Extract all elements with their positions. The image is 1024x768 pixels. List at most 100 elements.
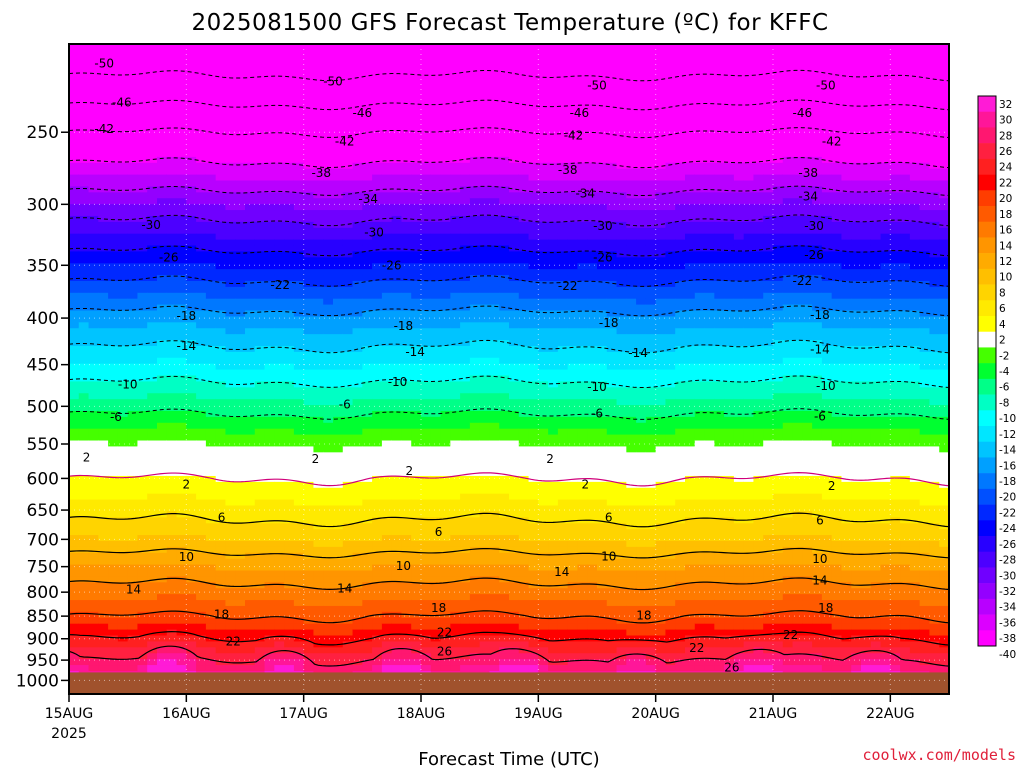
colorbar-label: -20 [999,492,1016,504]
x-tick-label: 17AUG [279,706,328,722]
colorbar-label: 14 [999,240,1013,252]
y-tick-label: 800 [27,583,59,603]
colorbar-swatch [978,598,996,615]
colorbar-label: -34 [999,602,1016,614]
isotherm-label: 14 [126,583,141,597]
isotherm-label: 10 [601,550,616,564]
colorbar-swatch [978,190,996,207]
isotherm-label: -6 [814,409,826,423]
colorbar-swatch [978,237,996,254]
colorbar-label: -32 [999,586,1016,598]
colorbar-swatch [978,583,996,600]
temperature-fill [69,44,950,695]
isotherm-label: 18 [214,608,229,622]
isotherm-label: -14 [628,346,648,360]
colorbar-label: -18 [999,476,1016,488]
isotherm-label: -22 [558,279,578,293]
grid-lines [68,44,949,694]
y-tick-label: 250 [27,123,59,143]
colorbar-swatch [978,158,996,175]
x-axis-year: 2025 [51,726,87,742]
isotherm-label: -34 [358,192,378,206]
ground-band [69,672,949,694]
y-tick-label: 950 [27,651,59,671]
y-tick-label: 400 [27,309,59,329]
colorbar-label: 20 [999,193,1012,205]
isotherm-label: 26 [724,661,739,675]
y-axis-ticks: 250 300 350 400 450 500 550 600 650 700 750 800 850 9… [16,123,69,691]
y-tick-label: 1000 [16,671,59,691]
colorbar-swatch [978,96,996,113]
y-tick-label: 450 [27,356,59,376]
isotherm-label: 14 [554,565,569,579]
isotherm-label: 2 [183,477,191,491]
isotherm-label: -30 [804,219,824,233]
colorbar-label: -2 [999,350,1009,362]
credit-link[interactable]: coolwx.com/models [862,746,1016,764]
isotherm-18 [68,610,950,624]
isotherm--38 [68,157,950,169]
isotherm-label: -46 [793,106,813,120]
isotherm-label: -30 [593,219,613,233]
colorbar-label: 32 [999,99,1012,111]
isotherm--34 [68,185,950,197]
colorbar-label: 16 [999,225,1013,237]
plot-frame [68,43,950,695]
isotherm-label: 6 [435,525,443,539]
x-tick-label: 21AUG [749,706,798,722]
isotherm-label: -50 [323,75,343,89]
isotherm-label: -6 [110,410,122,424]
x-axis-title: Forecast Time (UTC) [418,749,599,768]
isotherm-label: -46 [112,96,132,110]
colorbar-swatch [978,316,996,333]
colorbar-swatch [978,630,996,647]
isotherm-label: 2 [83,450,91,464]
colorbar-label: 28 [999,130,1012,142]
colorbar-swatch [978,143,996,160]
colorbar-label: -28 [999,555,1016,567]
colorbar-swatch [978,300,996,317]
isotherm-label: 22 [783,628,798,642]
isotherm-label: -10 [388,375,408,389]
isotherm-label: 14 [812,574,827,588]
x-tick-label: 15AUG [45,706,94,722]
colorbar-label: -10 [999,413,1016,425]
x-tick-label: 19AUG [514,706,563,722]
isotherm-label: 18 [818,601,833,615]
y-tick-label: 700 [27,530,59,550]
colorbar-swatch [978,488,996,505]
colorbar-swatch [978,268,996,285]
colorbar-swatch [978,426,996,443]
colorbar-swatch [978,253,996,270]
colorbar-label: 2 [999,335,1006,347]
colorbar-label: -4 [999,366,1010,378]
colorbar-label: 22 [999,177,1012,189]
x-tick-label: 18AUG [397,706,446,722]
isotherm-label: 10 [812,552,827,566]
colorbar-label: 6 [999,303,1006,315]
isotherm-label: -22 [270,278,290,292]
isotherm-label: -14 [405,345,425,359]
isotherm-label: -30 [364,225,384,239]
colorbar-label: -16 [999,460,1016,472]
colorbar-swatch [978,551,996,568]
colorbar-label: -8 [999,397,1009,409]
isotherm-26 [68,645,950,667]
colorbar-swatch [978,174,996,191]
isotherm-label: 2 [581,477,589,491]
colorbar-label: -12 [999,429,1016,441]
isotherm-label: -46 [570,106,590,120]
isotherm-label: -14 [177,339,197,353]
colorbar-label: 26 [999,146,1013,158]
isotherm-label: -18 [810,308,830,322]
colorbar-frame [977,95,997,647]
isotherm-label: -38 [558,163,578,177]
isotherm-label: -26 [593,250,613,264]
isotherm-label: -6 [591,406,603,420]
isotherm--26 [68,245,950,257]
colorbar-label: -22 [999,507,1016,519]
colorbar-swatch [978,221,996,238]
colorbar-swatch [978,363,996,380]
isotherm-label: -50 [587,78,607,92]
colorbar-swatch [978,536,996,553]
